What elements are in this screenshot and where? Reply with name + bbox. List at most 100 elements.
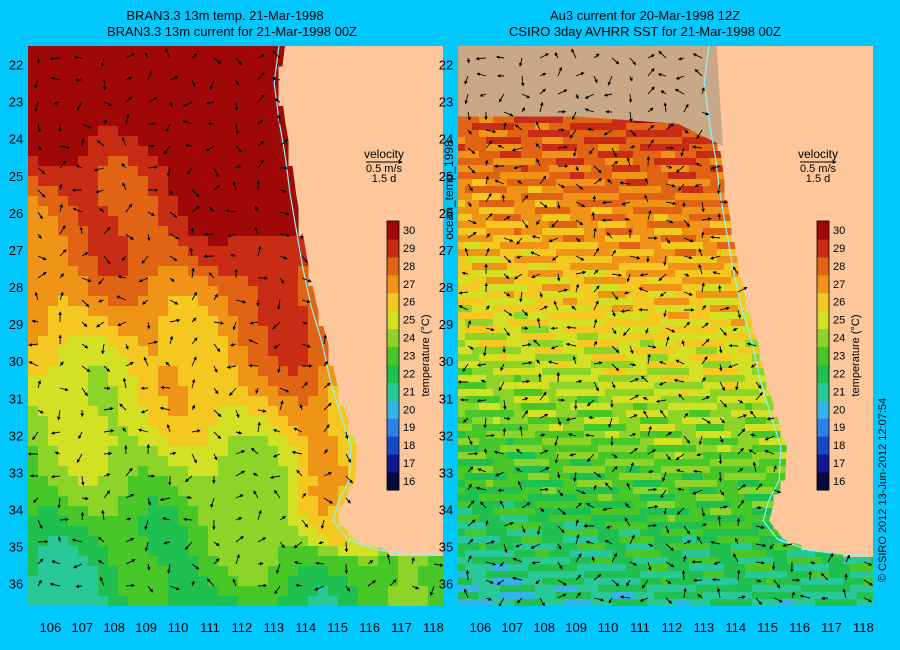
sst-cell — [668, 494, 676, 502]
sst-cell — [556, 305, 564, 313]
sst-cell — [591, 368, 599, 376]
current-vector — [144, 52, 149, 59]
sst-cell — [584, 333, 592, 341]
sst-cell — [689, 522, 697, 530]
sst-cell — [128, 416, 139, 427]
sst-cell — [268, 506, 279, 517]
sst-cell — [689, 361, 697, 369]
sst-cell — [605, 361, 613, 369]
sst-cell — [633, 312, 641, 320]
sst-cell — [661, 487, 669, 495]
sst-cell — [472, 312, 480, 320]
sst-cell — [598, 116, 606, 124]
sst-cell — [612, 515, 620, 523]
sst-cell — [549, 487, 557, 495]
sst-cell — [288, 436, 299, 447]
sst-cell — [689, 480, 697, 488]
sst-cell — [278, 516, 289, 527]
sst-cell — [612, 291, 620, 299]
sst-cell — [486, 305, 494, 313]
sst-cell — [148, 156, 159, 167]
sst-cell — [654, 431, 662, 439]
sst-cell — [542, 144, 550, 152]
sst-cell — [486, 207, 494, 215]
sst-cell — [675, 347, 683, 355]
sst-cell — [228, 46, 239, 57]
sst-cell — [535, 424, 543, 432]
sst-cell — [288, 186, 299, 197]
sst-cell — [138, 226, 149, 237]
left-title-line1: BRAN3.3 13m temp. 21-Mar-1998 — [126, 8, 323, 23]
sst-cell — [654, 333, 662, 341]
sst-cell — [507, 249, 515, 257]
sst-cell — [128, 456, 139, 467]
sst-cell — [675, 228, 683, 236]
sst-cell — [98, 546, 109, 557]
current-vector — [191, 206, 201, 213]
sst-cell — [612, 473, 620, 481]
sst-cell — [78, 336, 89, 347]
sst-cell — [535, 389, 543, 397]
sst-cell — [654, 158, 662, 166]
sst-cell — [328, 366, 339, 377]
land-mass — [280, 46, 443, 606]
sst-cell — [278, 496, 289, 507]
sst-cell — [682, 452, 690, 460]
sst-cell — [696, 193, 704, 201]
sst-cell — [577, 200, 585, 208]
sst-cell — [308, 546, 319, 557]
sst-cell — [563, 361, 571, 369]
sst-cell — [148, 556, 159, 567]
sst-cell — [288, 456, 299, 467]
sst-cell — [640, 340, 648, 348]
sst-cell — [98, 476, 109, 487]
sst-cell — [626, 501, 634, 509]
sst-cell — [108, 516, 119, 527]
current-vector — [299, 403, 304, 411]
sst-cell — [78, 366, 89, 377]
sst-cell — [689, 459, 697, 467]
sst-cell — [556, 214, 564, 222]
sst-cell — [98, 436, 109, 447]
sst-cell — [626, 382, 634, 390]
sst-cell — [549, 179, 557, 187]
sst-cell — [745, 438, 753, 446]
current-vector — [34, 101, 39, 113]
sst-cell — [248, 226, 259, 237]
sst-cell — [268, 346, 279, 357]
sst-cell — [58, 196, 69, 207]
sst-cell — [535, 459, 543, 467]
sst-cell — [661, 410, 669, 418]
current-vector — [147, 497, 152, 506]
sst-cell — [458, 487, 466, 495]
sst-cell — [318, 326, 329, 337]
sst-cell — [28, 376, 39, 387]
sst-cell — [514, 221, 522, 229]
sst-cell — [38, 446, 49, 457]
sst-cell — [108, 56, 119, 67]
sst-cell — [619, 193, 627, 201]
sst-cell — [661, 417, 669, 425]
sst-cell — [278, 126, 289, 137]
sst-cell — [158, 116, 169, 127]
sst-cell — [472, 347, 480, 355]
sst-cell — [48, 436, 59, 447]
current-vector — [182, 120, 193, 125]
sst-cell — [128, 56, 139, 67]
sst-cell — [78, 376, 89, 387]
sst-cell — [168, 376, 179, 387]
sst-cell — [605, 438, 613, 446]
sst-cell — [228, 106, 239, 117]
sst-cell — [521, 186, 529, 194]
sst-cell — [168, 546, 179, 557]
sst-cell — [710, 347, 718, 355]
current-vector — [257, 561, 264, 566]
sst-cell — [68, 336, 79, 347]
sst-cell — [675, 417, 683, 425]
sst-cell — [661, 347, 669, 355]
sst-cell — [268, 566, 279, 577]
sst-cell — [58, 426, 69, 437]
colorbar-tick-label: 19 — [403, 422, 415, 434]
sst-cell — [682, 466, 690, 474]
sst-cell — [88, 596, 99, 606]
